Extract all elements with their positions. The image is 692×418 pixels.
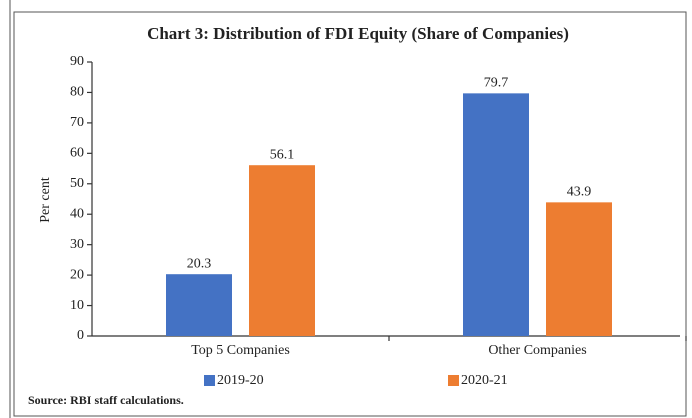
legend-swatch [448,375,459,386]
legend-label: 2020-21 [461,373,508,388]
y-tick-label: 0 [77,328,84,343]
bar [166,274,232,336]
value-label: 56.1 [270,147,295,162]
value-label: 43.9 [567,185,592,200]
y-axis-label: Per cent [38,177,53,223]
bar [463,93,529,336]
legend-label: 2019-20 [217,373,264,388]
value-label: 20.3 [187,256,212,271]
y-tick-label: 40 [70,206,84,221]
x-tick-label: Top 5 Companies [191,343,290,358]
y-tick-label: 20 [70,267,84,282]
frame [13,11,687,417]
y-tick-label: 30 [70,237,84,252]
bar [546,202,612,336]
y-tick-label: 60 [70,146,84,161]
y-tick-label: 90 [70,54,84,69]
y-tick-label: 70 [70,115,84,130]
y-tick-label: 10 [70,298,84,313]
x-tick-label: Other Companies [488,343,586,358]
bar [249,165,315,336]
source-note: Source: RBI staff calculations. [28,393,184,407]
legend-swatch [204,375,215,386]
y-tick-label: 80 [70,85,84,100]
value-label: 79.7 [484,76,509,91]
y-tick-label: 50 [70,176,84,191]
chart-title: Chart 3: Distribution of FDI Equity (Sha… [147,24,569,43]
